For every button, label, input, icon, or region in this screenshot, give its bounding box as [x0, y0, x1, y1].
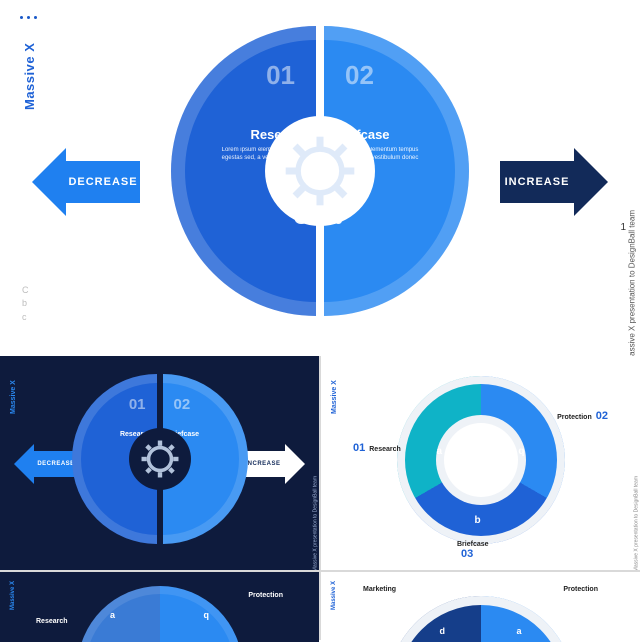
segment-glyph: q	[518, 446, 524, 457]
diagram-stage: DECREASE INCREASE 01 Research Lorem ipsu…	[0, 0, 640, 354]
hub	[265, 116, 375, 226]
arrow-head-icon	[574, 148, 608, 216]
segment-label: Research	[36, 618, 68, 625]
brand-title: Massive X	[10, 380, 17, 414]
segment-label: Protection	[563, 586, 598, 593]
donut-chart: a q b	[397, 376, 565, 544]
segment-label: Briefcase03	[457, 541, 489, 560]
arrow-label: INCREASE	[500, 161, 574, 203]
thumbnail-grid: Massive X Massive X presentation to Desi…	[0, 356, 640, 640]
donut-chart: d a	[388, 596, 574, 642]
segment-glyph: d	[440, 626, 446, 636]
segment-number: 01	[199, 60, 309, 91]
brand-note: Massive X presentation to DesignBall tea…	[312, 476, 318, 570]
arrow-head-icon	[32, 148, 66, 216]
segment-number: 02	[168, 396, 230, 413]
segment-label: Protection	[248, 592, 283, 599]
segment-glyph: a	[110, 610, 115, 620]
segment-label: Marketing	[363, 586, 396, 593]
segment-number: 02	[331, 60, 441, 91]
brand-note: Massive X presentation to DesignBall tea…	[633, 476, 639, 570]
hub	[129, 428, 191, 490]
arrow-label: INCREASE	[241, 451, 285, 477]
segment-glyph: a	[516, 626, 521, 636]
brand-title: Massive X	[331, 581, 337, 610]
segment-label: Protection02	[557, 410, 612, 422]
arrow-label: DECREASE	[66, 161, 140, 203]
segment-label: 01Research	[349, 442, 401, 454]
arrow-head-icon	[285, 444, 305, 484]
increase-arrow: INCREASE	[500, 148, 608, 216]
brand-title: Massive X	[331, 380, 338, 414]
thumb-four-donut-crop[interactable]: Massive X d a Marketing Protection	[321, 572, 640, 642]
arrow-head-icon	[14, 444, 34, 484]
segment-number: 01	[90, 396, 152, 413]
increase-arrow: INCREASE	[241, 444, 305, 484]
decrease-arrow: DECREASE	[32, 148, 140, 216]
thumb-three-donut[interactable]: Massive X Massive X presentation to Desi…	[321, 356, 640, 570]
split-circle: 01 Research Lorem ipsum elementum tempus…	[175, 26, 465, 316]
brand-title: Massive X	[10, 581, 16, 610]
gear-icon	[281, 132, 359, 210]
donut-chart	[77, 586, 242, 642]
split-circle: 01 Research G 02 Briefcase b	[75, 374, 245, 544]
decrease-arrow: DECREASE	[14, 444, 78, 484]
segment-glyph: q	[204, 610, 210, 620]
thumb-dark-split[interactable]: Massive X Massive X presentation to Desi…	[0, 356, 319, 570]
segment-glyph: b	[475, 515, 481, 526]
thumb-dark-donut-crop[interactable]: Massive X a q Research Protection	[0, 572, 319, 642]
gear-icon	[138, 437, 182, 481]
segment-glyph: a	[437, 446, 443, 457]
slide-main: Massive X Massive X presentation to Desi…	[0, 0, 640, 354]
